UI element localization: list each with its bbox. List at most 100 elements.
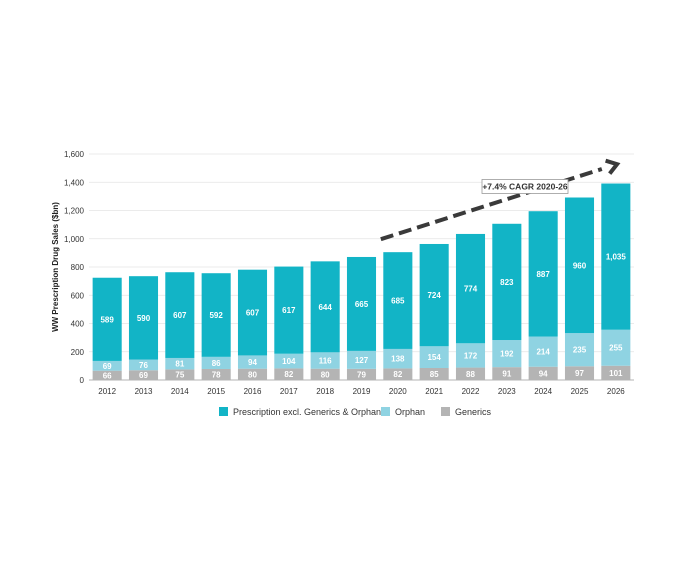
prescription-value-label: 774: [464, 285, 478, 294]
prescription-value-label: 607: [173, 311, 187, 320]
generics-value-label: 94: [539, 369, 548, 378]
orphan-segment: [601, 329, 631, 366]
prescription-segment: [601, 183, 631, 330]
orphan-segment: [346, 350, 377, 369]
generics-value-label: 80: [248, 370, 257, 379]
orphan-segment: [564, 333, 595, 367]
generics-value-label: 80: [321, 370, 330, 379]
x-tick-label: 2020: [389, 387, 407, 396]
generics-segment: [128, 370, 159, 380]
x-tick-label: 2026: [607, 387, 625, 396]
prescription-segment: [564, 197, 595, 334]
y-tick-label: 1,600: [64, 150, 85, 159]
x-tick-label: 2015: [207, 387, 225, 396]
orphan-value-label: 127: [355, 356, 369, 365]
orphan-value-label: 69: [103, 362, 112, 371]
cagr-annotation: +7.4% CAGR 2020-26: [380, 158, 621, 242]
prescription-segment: [528, 211, 558, 337]
orphan-segment: [528, 336, 558, 367]
generics-value-label: 97: [575, 369, 584, 378]
y-tick-label: 600: [71, 291, 85, 300]
y-tick-label: 1,400: [64, 178, 85, 187]
generics-segment: [237, 368, 268, 380]
legend-label: Prescription excl. Generics & Orphan: [233, 407, 381, 417]
x-axis-ticks: 2012 2013 2014 2015 2016 2017 2018 2019 2020 2021…: [98, 387, 625, 396]
prescription-value-label: 607: [246, 309, 260, 318]
generics-value-label: 78: [212, 370, 221, 379]
generics-segment: [201, 368, 231, 380]
generics-segment: [455, 367, 486, 380]
orphan-segment: [201, 356, 231, 369]
legend-item-orphan: Orphan: [381, 407, 425, 417]
cagr-label: +7.4% CAGR 2020-26: [482, 181, 568, 191]
orphan-value-label: 192: [500, 350, 514, 359]
orphan-segment: [92, 360, 122, 371]
prescription-value-label: 724: [427, 291, 441, 300]
generics-value-label: 91: [502, 370, 511, 379]
x-tick-label: 2016: [244, 387, 262, 396]
y-axis-ticks: 0 200 400 600 800 1,000 1,200 1,400 1,600: [64, 150, 85, 385]
prescription-segment: [419, 243, 449, 347]
generics-value-label: 69: [139, 371, 148, 380]
prescription-value-label: 960: [573, 261, 587, 270]
legend-swatch: [441, 407, 450, 416]
y-tick-label: 800: [71, 263, 85, 272]
y-axis-label: WW Prescription Drug Sales ($bn): [51, 202, 60, 332]
orphan-value-label: 116: [319, 357, 332, 366]
generics-segment: [419, 367, 449, 380]
orphan-value-label: 235: [573, 346, 587, 355]
prescription-value-label: 589: [100, 315, 114, 324]
orphan-segment: [274, 353, 304, 369]
prescription-segment: [201, 273, 231, 357]
legend-label: Generics: [455, 407, 492, 417]
prescription-value-label: 644: [318, 303, 332, 312]
generics-segment: [346, 368, 377, 380]
generics-value-label: 75: [175, 371, 184, 380]
prescription-segment: [310, 261, 340, 353]
x-tick-label: 2012: [98, 387, 116, 396]
prescription-segment: [346, 256, 377, 351]
orphan-value-label: 138: [391, 355, 405, 364]
x-tick-label: 2019: [353, 387, 371, 396]
x-tick-label: 2021: [425, 387, 443, 396]
orphan-value-label: 255: [609, 344, 623, 353]
prescription-segment: [383, 252, 413, 349]
generics-segment: [310, 368, 340, 380]
x-tick-label: 2013: [135, 387, 153, 396]
generics-segment: [274, 368, 304, 380]
y-tick-label: 400: [71, 320, 85, 329]
legend-item-prescription: Prescription excl. Generics & Orphan: [219, 407, 381, 417]
y-tick-label: 1,200: [64, 207, 85, 216]
generics-value-label: 88: [466, 370, 475, 379]
orphan-value-label: 76: [139, 361, 148, 370]
orphan-value-label: 104: [282, 357, 296, 366]
orphan-segment: [383, 348, 413, 369]
value-labels: 6669589697659075816077886592809460782104…: [100, 253, 626, 381]
generics-segment: [601, 365, 631, 380]
orphan-value-label: 172: [464, 351, 478, 360]
generics-value-label: 85: [430, 370, 439, 379]
orphan-value-label: 154: [427, 353, 441, 362]
orphan-value-label: 214: [536, 348, 550, 357]
prescription-value-label: 665: [355, 300, 369, 309]
legend: Prescription excl. Generics & Orphan Orph…: [219, 407, 492, 417]
prescription-value-label: 1,035: [606, 253, 627, 262]
generics-value-label: 79: [357, 370, 366, 379]
x-tick-label: 2025: [571, 387, 589, 396]
prescription-segment: [492, 223, 522, 341]
generics-value-label: 82: [393, 370, 402, 379]
x-tick-label: 2023: [498, 387, 516, 396]
orphan-segment: [165, 357, 195, 370]
prescription-segment: [128, 276, 159, 360]
prescription-value-label: 617: [282, 306, 296, 315]
x-tick-label: 2018: [316, 387, 334, 396]
prescription-segment: [165, 272, 195, 358]
orphan-segment: [310, 352, 340, 369]
prescription-value-label: 590: [137, 314, 151, 323]
orphan-value-label: 81: [175, 360, 184, 369]
legend-swatch: [381, 407, 390, 416]
prescription-segment: [92, 277, 122, 361]
cagr-arrow-head-icon: [605, 158, 621, 175]
generics-segment: [564, 366, 595, 380]
